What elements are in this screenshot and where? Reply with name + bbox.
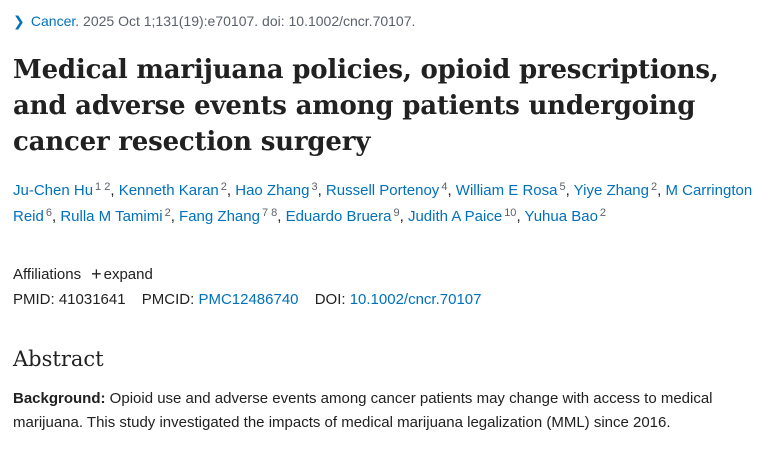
affiliation-number[interactable]: 9 — [393, 206, 400, 219]
author-item: Eduardo Bruera 9 — [285, 206, 400, 225]
pmcid-link[interactable]: PMC12486740 — [198, 291, 299, 308]
author-separator: , — [226, 182, 236, 199]
pmcid-label: PMCID: — [141, 291, 195, 308]
article-title: Medical marijuana policies, opioid presc… — [13, 55, 719, 157]
author-link[interactable]: Judith A Paice — [407, 207, 503, 225]
author-link[interactable]: Hao Zhang — [235, 182, 310, 199]
author-item: Rulla M Tamimi 2 — [60, 206, 171, 225]
abstract-heading: Abstract — [13, 347, 104, 371]
author-link[interactable]: William E Rosa — [455, 182, 558, 199]
author-link[interactable]: M Carrington Reid — [13, 182, 753, 225]
author-link[interactable]: Yiye Zhang — [573, 182, 649, 199]
affiliations-label: Affiliations — [13, 266, 82, 283]
affiliation-number[interactable]: 1 2 — [95, 181, 111, 193]
affiliation-number[interactable]: 6 — [45, 206, 52, 219]
affiliation-number[interactable]: 10 — [504, 206, 517, 219]
author-item: Russell Portenoy 4 — [325, 181, 448, 200]
author-separator: , — [516, 207, 525, 225]
author-link[interactable]: Kenneth Karan — [118, 182, 219, 199]
affiliation-number[interactable]: 2 — [651, 181, 658, 193]
affiliation-number[interactable]: 4 — [441, 181, 448, 193]
author-separator: , — [277, 207, 286, 225]
author-list: Ju-Chen Hu 1 2, Kenneth Karan 2, Hao Zhang… — [13, 178, 753, 229]
author-item: Hao Zhang 3 — [235, 181, 318, 200]
author-link[interactable]: Fang Zhang — [179, 207, 260, 225]
journal-link[interactable]: Cancer — [30, 13, 76, 29]
background-text: Opioid use and adverse events among canc… — [13, 390, 713, 431]
expand-link[interactable]: expand — [103, 266, 153, 283]
affiliation-number[interactable]: 2 — [220, 181, 227, 193]
author-separator: , — [565, 182, 574, 199]
abstract-background: Background: Opioid use and adverse event… — [13, 387, 748, 435]
author-item: Ju-Chen Hu 1 2 — [13, 181, 111, 200]
author-item: William E Rosa 5 — [455, 181, 566, 200]
plus-icon: + — [91, 264, 102, 284]
author-item: Fang Zhang 7 8 — [179, 206, 278, 225]
author-separator: , — [110, 182, 119, 199]
affiliation-number[interactable]: 5 — [559, 181, 566, 193]
author-link[interactable]: Ju-Chen Hu — [13, 182, 94, 199]
author-item: M Carrington Reid 6 — [13, 182, 752, 225]
affiliation-number[interactable]: 7 8 — [261, 206, 278, 219]
author-separator: , — [447, 182, 456, 199]
identifiers: PMID: 41031641 PMCID: PMC12486740 DOI: 1… — [13, 291, 481, 308]
affiliation-number[interactable]: 2 — [599, 206, 607, 219]
author-link[interactable]: Eduardo Bruera — [285, 207, 392, 225]
author-separator: , — [51, 207, 61, 225]
affiliations-toggle[interactable]: Affiliations + expand — [13, 264, 153, 285]
author-item: Kenneth Karan 2 — [118, 181, 227, 200]
author-separator: , — [317, 182, 326, 199]
doi-label: DOI: — [314, 291, 346, 308]
author-item: Judith A Paice 10 — [407, 206, 517, 225]
chevron-right-icon[interactable]: ❯ — [13, 13, 25, 29]
author-item: Yuhua Bao 2 — [524, 206, 607, 225]
author-separator: , — [170, 207, 180, 225]
citation-details: . 2025 Oct 1;131(19):e70107. doi: 10.100… — [75, 13, 416, 29]
author-separator: , — [657, 182, 666, 199]
author-separator: , — [399, 207, 408, 225]
affiliation-number[interactable]: 3 — [311, 181, 318, 193]
citation-line: ❯ Cancer. 2025 Oct 1;131(19):e70107. doi… — [13, 13, 415, 30]
author-link[interactable]: Yuhua Bao — [524, 207, 598, 225]
affiliation-number[interactable]: 2 — [164, 206, 171, 219]
pmid-value: 41031641 — [58, 291, 126, 308]
pmid-label: PMID: — [13, 291, 55, 308]
author-item: Yiye Zhang 2 — [573, 181, 658, 200]
author-link[interactable]: Russell Portenoy — [325, 182, 440, 199]
author-link[interactable]: Rulla M Tamimi — [60, 207, 163, 225]
background-label: Background: — [13, 390, 106, 407]
doi-link[interactable]: 10.1002/cncr.70107 — [349, 291, 482, 308]
